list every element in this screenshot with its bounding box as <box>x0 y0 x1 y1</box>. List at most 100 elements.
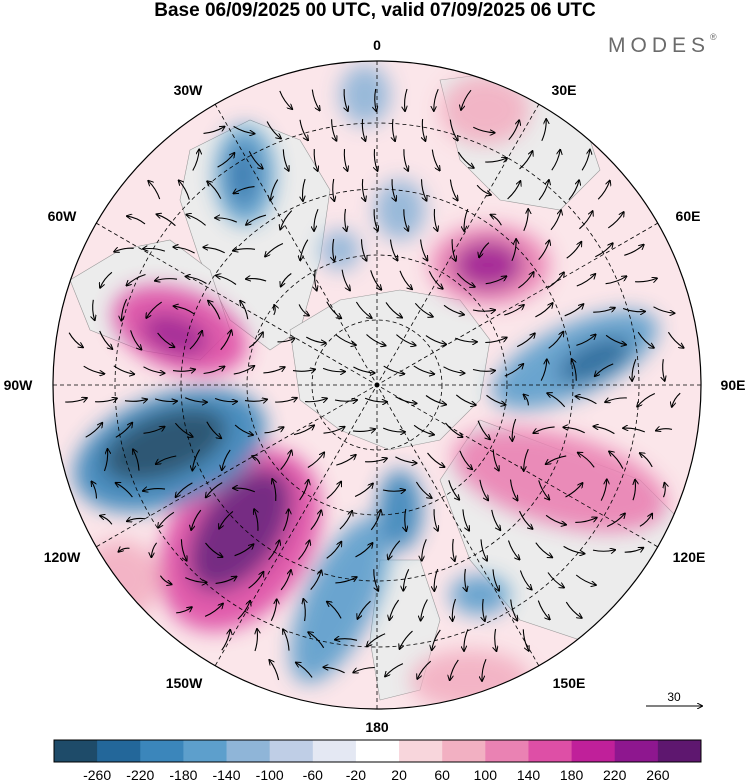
lon-label-90w: 90W <box>3 377 33 393</box>
wind-arrow <box>336 455 355 466</box>
wind-arrow <box>403 569 410 590</box>
wind-arrow <box>420 239 428 261</box>
wind-arrow <box>280 210 293 230</box>
wind-arrow <box>298 541 310 560</box>
wind-arrow <box>207 181 222 199</box>
wind-arrow <box>186 215 206 226</box>
wind-arrow <box>547 572 564 588</box>
colorbar-swatch <box>571 740 616 762</box>
wind-arrow <box>389 239 398 261</box>
vector-reference-label: 30 <box>667 690 681 704</box>
wind-arrow <box>214 397 237 402</box>
wind-arrow <box>237 601 250 620</box>
wind-arrow <box>205 542 223 557</box>
wind-arrow <box>609 451 624 469</box>
wind-arrow <box>565 483 583 498</box>
wind-arrow <box>215 218 238 223</box>
wind-arrow <box>154 399 177 402</box>
wind-arrow <box>575 518 596 523</box>
wind-arrow <box>606 514 625 528</box>
wind-arrow <box>538 240 550 260</box>
wind-arrow <box>216 276 237 285</box>
wind-arrow <box>507 181 521 200</box>
wind-arrow <box>511 239 516 262</box>
lon-label-30w: 30W <box>173 82 203 98</box>
wind-arrow <box>414 302 432 316</box>
wind-arrow <box>422 119 425 141</box>
wind-arrow <box>334 400 357 401</box>
wind-arrow <box>624 548 644 552</box>
wind-arrow <box>280 450 292 470</box>
wind-arrow <box>452 598 457 621</box>
latitude-circle-70 <box>246 254 508 516</box>
wind-arrow <box>510 599 518 621</box>
wind-arrow <box>581 150 590 171</box>
lon-label-90e: 90E <box>720 377 746 393</box>
wind-arrow <box>327 602 342 619</box>
wind-arrow <box>492 569 499 590</box>
lon-label-120w: 120W <box>43 549 81 565</box>
colorbar-tick-label: 260 <box>646 767 670 783</box>
wind-arrow <box>637 331 654 348</box>
colorbar-tick-label: -220 <box>126 767 155 783</box>
wind-arrow <box>403 209 408 231</box>
wind-arrow <box>428 270 442 289</box>
wind-arrow <box>221 630 230 651</box>
wind-arrow <box>370 270 382 289</box>
wind-arrow <box>339 511 352 530</box>
wind-arrow <box>456 272 474 287</box>
wind-arrow <box>362 179 365 201</box>
wind-arrow <box>277 338 295 342</box>
colorbar-swatch <box>442 740 486 762</box>
wind-arrow <box>563 545 585 553</box>
wind-arrow <box>176 482 193 497</box>
wind-arrow <box>311 89 319 111</box>
wind-arrow <box>282 149 288 170</box>
wind-arrow <box>576 335 595 346</box>
wind-arrow <box>335 577 356 584</box>
wind-arrow <box>415 481 431 498</box>
wind-arrow <box>244 399 267 401</box>
wind-arrow <box>192 150 199 171</box>
colorbar-tick-label: 60 <box>434 767 450 783</box>
wind-arrow <box>432 629 441 650</box>
north-pole-marker <box>374 382 380 388</box>
wind-arrow <box>333 238 335 261</box>
wind-arrow <box>234 186 255 194</box>
wind-arrow <box>623 428 646 433</box>
wind-arrow <box>292 369 315 371</box>
wind-arrow <box>448 480 459 499</box>
wind-arrow <box>491 509 501 530</box>
wind-arrow <box>326 482 341 499</box>
wind-arrow <box>519 570 531 590</box>
wind-arrow <box>268 540 280 560</box>
wind-arrow <box>255 629 257 652</box>
brand-name: MODES <box>608 34 711 57</box>
wind-arrow <box>362 119 365 141</box>
wind-arrow <box>179 180 190 200</box>
wind-arrow <box>143 427 165 434</box>
wind-arrow <box>360 239 367 260</box>
wind-arrow <box>143 249 166 252</box>
wind-arrow <box>370 510 380 531</box>
wind-arrow <box>124 399 147 401</box>
wind-arrow <box>564 304 584 317</box>
wind-arrow <box>635 278 657 282</box>
wind-arrow <box>220 330 232 351</box>
anomaly-low-pacific-2 <box>378 470 422 550</box>
colorbar-tick-label: 20 <box>391 767 407 783</box>
wind-arrow <box>174 306 195 315</box>
wind-arrow <box>388 540 401 560</box>
lon-label-30e: 30E <box>551 82 577 98</box>
wind-arrow <box>204 604 223 617</box>
wind-arrow <box>310 510 321 531</box>
wind-arrow <box>240 301 249 320</box>
wind-arrow <box>431 149 439 171</box>
lon-label-150w: 150W <box>165 675 203 691</box>
wind-arrow <box>148 181 161 200</box>
colorbar-swatch <box>399 740 443 762</box>
wind-arrow <box>248 572 264 589</box>
wind-arrow <box>633 480 635 501</box>
wind-arrow <box>516 333 535 348</box>
